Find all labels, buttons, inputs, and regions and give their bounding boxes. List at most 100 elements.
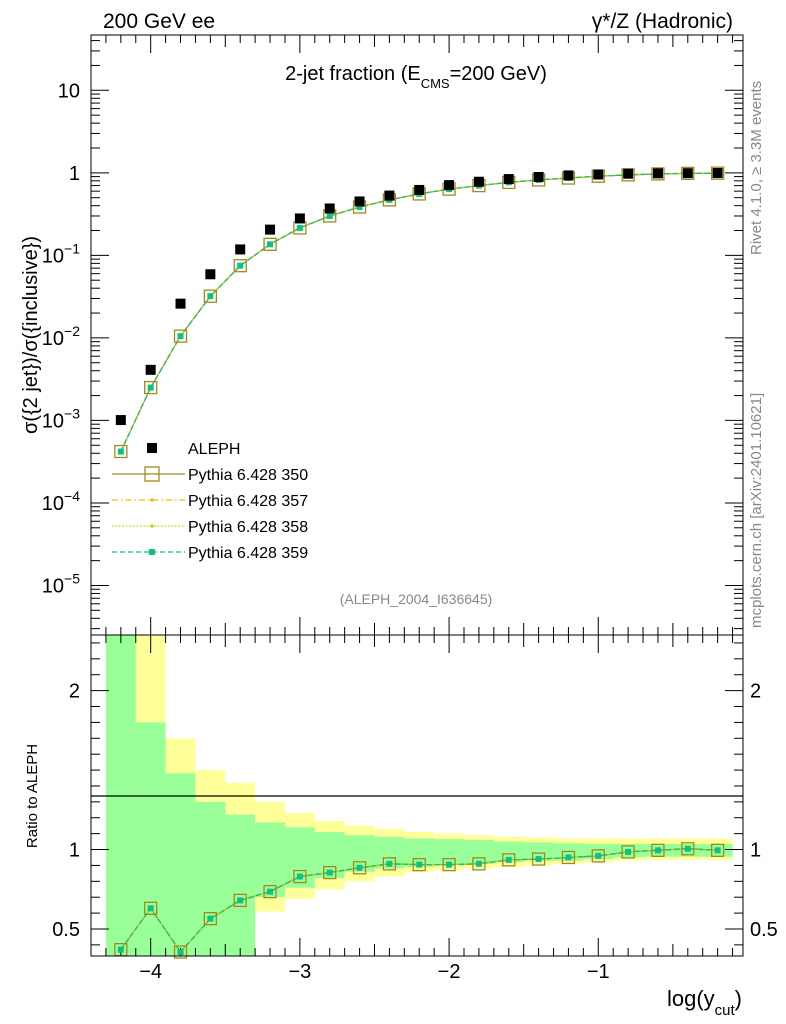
aleph-point [324,203,335,214]
aleph-point [205,269,216,280]
ratio-plot-frame [90,634,744,957]
ratio-350-point [681,842,695,856]
aleph-point [294,213,305,224]
ratio-350-point [173,945,188,959]
ratio-359-point [625,848,632,855]
y-tick-exponent: −1 [64,240,80,256]
y-tick-label: 10−1 [42,240,80,267]
mc-359-point [207,293,214,300]
x-tick-label: −3 [288,961,311,983]
aleph-point [712,168,723,179]
aleph-point [533,172,544,183]
ratio-350-point [412,857,426,872]
ratio-350-point [203,912,218,926]
ratio-y-tick-label-right: 2 [750,681,761,703]
ratio-359-point [386,860,393,867]
aleph-point [473,176,484,187]
ratio-y-axis-label: Ratio to ALEPH [24,744,41,848]
main-plot-ticks [90,35,743,635]
ratio-350-point [323,865,337,880]
ratio-359-point [147,905,154,912]
mc-350-point [681,166,695,181]
series-line-3 [120,172,718,452]
mc-359-point [267,241,274,248]
band-inner [195,801,226,956]
legend-label: ALEPH [188,441,240,458]
band-inner [434,839,464,866]
mc-359-point [296,224,303,231]
mc-359-point [177,333,184,340]
mc-350-point [263,237,277,251]
legend-dot-marker [150,524,154,528]
ratio-359-point [595,852,602,859]
ratio-359-point [267,888,274,895]
ratio-359-point [117,946,124,953]
band-inner [523,842,554,861]
header-left: 200 GeV ee [103,10,215,33]
mcplots-note: mcplots.cern.ch [arXiv:2401.10621] [748,393,765,628]
ratio-359-point [684,845,691,852]
aleph-point [354,196,365,207]
y-tick-label: 10 [58,80,80,102]
x-tick-label: −1 [587,961,610,983]
ratio-350-point [352,861,367,875]
legend-dot-marker [150,498,154,502]
mc-350-point [203,289,218,303]
mc-350-point [651,167,665,181]
series-line-2 [120,172,718,452]
aleph-point [265,224,276,235]
y-tick-label: 10−5 [42,570,80,597]
y-tick-label: 10−4 [42,488,80,515]
y-tick-base: 10 [58,80,80,102]
series-line-1 [120,172,718,452]
mc-359-point [326,212,333,219]
ratio-350-point [382,857,397,871]
y-tick-label: 10−3 [42,405,80,432]
ratio-350-point [442,857,456,872]
ratio-350-point [651,843,665,857]
mc-359-point [147,384,154,391]
mc-350-point [173,329,188,343]
ratio-350-point [293,869,307,884]
legend-label: Pythia 6.428 350 [188,467,308,484]
analysis-label: (ALEPH_2004_I636645) [340,591,493,607]
ratio-359-point [446,861,453,868]
y-tick-exponent: −3 [64,405,80,421]
y-tick-base: 10 [42,575,64,597]
rivet-note: Rivet 4.1.0, ≥ 3.3M events [748,81,765,255]
ratio-359-point [654,847,661,854]
ratio-359-point [565,854,572,861]
ratio-350-point [621,845,635,859]
legend-label: Pythia 6.428 358 [188,519,308,536]
ratio-359-point [475,860,482,867]
series-line-4 [120,172,718,452]
aleph-point [115,415,126,426]
ratio-350-point [531,852,546,866]
ratio-350-point [472,857,486,871]
header-right: γ*/Z (Hadronic) [592,10,733,33]
ratio-y-tick-label-left: 0.5 [52,919,80,941]
ratio-y-tick-label-right: 0.5 [750,919,778,941]
aleph-point [652,168,663,179]
mc-350-point [114,444,128,459]
aleph-point [235,244,246,255]
ratio-series [114,842,725,959]
ratio-y-tick-label-left: 1 [69,840,80,862]
y-tick-label: 10−2 [42,323,80,350]
plot-title: 2-jet fraction (ECMS=200 GeV) [285,63,547,91]
ratio-359-point [535,856,542,863]
ratio-350-point [263,884,277,899]
aleph-point [593,169,604,180]
aleph-point [623,168,634,179]
x-tick-label: −4 [139,961,162,983]
legend-350-marker [144,466,160,482]
aleph-point [145,364,156,375]
x-axis-label: log(ycut) [667,986,742,1019]
main-plot-series [114,166,725,459]
ratio-y-tick-label-right: 1 [750,840,761,862]
ratio-350-point [710,843,725,857]
legend-359-marker [149,549,155,555]
